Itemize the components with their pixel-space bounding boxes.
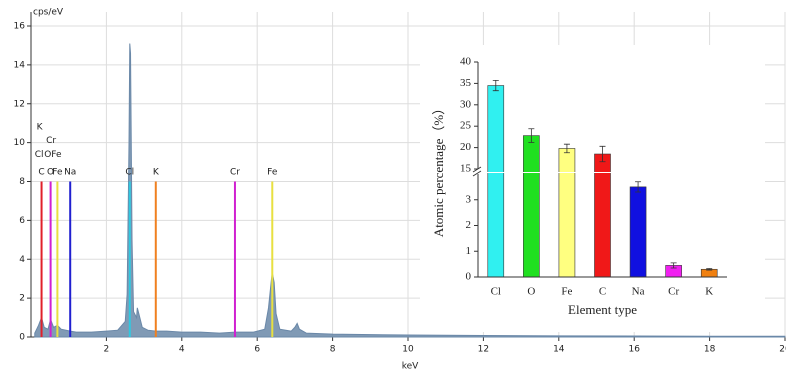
x-tick-label: Fe — [561, 286, 572, 298]
y-axis-label: Atomic percentage（%） — [431, 102, 446, 237]
element-label: Na — [64, 167, 76, 177]
y-tick-label: 2 — [19, 294, 25, 304]
bar — [558, 148, 576, 278]
element-label: Cl — [35, 150, 44, 160]
x-tick-label: 6 — [254, 345, 260, 355]
element-label: O — [47, 167, 54, 177]
error-bar — [599, 145, 606, 163]
y-tick-label: 4 — [19, 255, 25, 265]
error-bar — [492, 80, 499, 92]
error-bar — [670, 262, 677, 269]
axis-break — [474, 172, 727, 173]
inset: Cl O Fe C Na Cr K 0 1 2 3 15 20 25 30 35 40 Atomic percen… — [431, 56, 727, 317]
x-axis-label: Element type — [568, 302, 637, 317]
element-label: Cr — [46, 136, 56, 146]
x-tick-label: K — [705, 286, 713, 298]
x-tick-label: Na — [632, 286, 645, 298]
y-tick-label: 20 — [460, 141, 472, 153]
y-tick-label: 2 — [466, 219, 472, 231]
element-label: Fe — [267, 167, 278, 177]
y-tick-label: 8 — [19, 177, 25, 187]
inset-panel — [420, 45, 765, 332]
element-label: OFe — [44, 150, 62, 160]
bar — [629, 186, 647, 278]
x-tick-label: 2 — [104, 345, 110, 355]
y-tick-label: 40 — [460, 56, 472, 68]
x-tick-label: 14 — [553, 345, 565, 355]
bar — [523, 135, 540, 278]
element-label: Cr — [230, 167, 240, 177]
y-axis — [477, 62, 727, 278]
y-tick-label: 35 — [460, 77, 472, 89]
y-tick-label: 3 — [466, 193, 472, 205]
x-tick-label: Cl — [491, 286, 501, 298]
element-label: K — [153, 167, 160, 177]
x-tick-label: C — [599, 286, 606, 298]
bar — [487, 85, 505, 278]
x-tick-label: 8 — [330, 345, 336, 355]
x-tick-label: 4 — [179, 345, 185, 355]
y-tick-label: 16 — [14, 22, 26, 32]
error-bar — [528, 128, 535, 143]
x-axis-label: keV — [402, 362, 419, 372]
x-tick-label: O — [527, 286, 535, 298]
error-bar — [706, 268, 713, 271]
y-tick-label: 12 — [14, 99, 25, 109]
element-label: Fe — [52, 167, 63, 177]
y-axis-label: cps/eV — [33, 8, 64, 18]
error-bar — [635, 181, 642, 193]
y-tick-label: 14 — [14, 60, 26, 70]
x-tick-label: 18 — [704, 345, 716, 355]
element-label: Cl — [125, 167, 134, 177]
y-tick-label: 1 — [466, 245, 472, 257]
x-tick-label: 10 — [402, 345, 414, 355]
x-tick-label: 20 — [779, 345, 786, 355]
y-tick-label: 6 — [19, 216, 25, 226]
y-tick-label: 15 — [460, 163, 472, 175]
y-tick-label: 25 — [460, 120, 472, 132]
error-bar — [563, 143, 570, 154]
element-label: C — [38, 167, 44, 177]
y-tick-label: 0 — [19, 333, 25, 343]
element-label: K — [37, 123, 44, 133]
y-tick-label: 0 — [466, 271, 472, 283]
x-tick-label: 12 — [478, 345, 489, 355]
x-tick-label: Cr — [668, 286, 679, 298]
y-tick-label: 30 — [460, 98, 472, 110]
y-tick-label: 10 — [14, 138, 26, 148]
x-tick-label: 16 — [628, 345, 640, 355]
